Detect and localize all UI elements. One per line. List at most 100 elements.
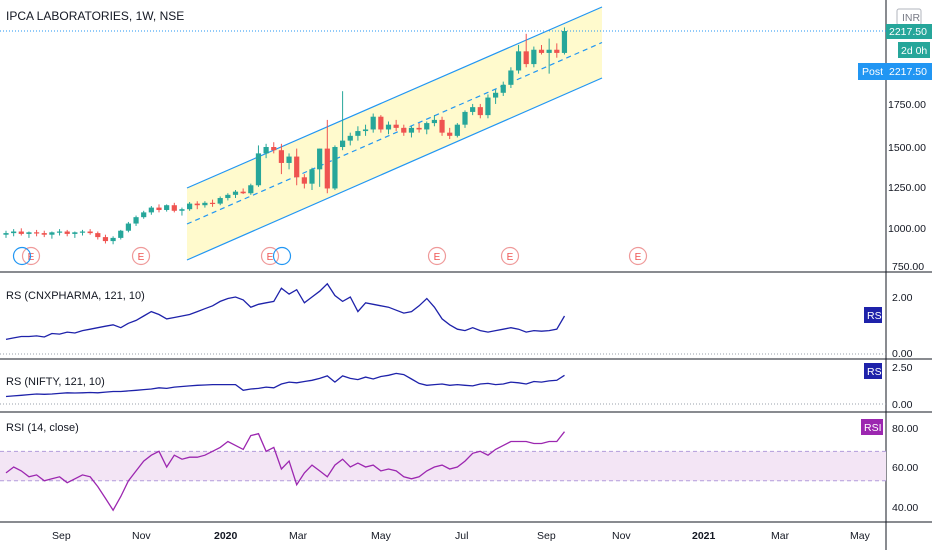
candle-body xyxy=(546,49,552,53)
candle-body xyxy=(11,231,17,234)
rs-pharma-line[interactable] xyxy=(5,282,566,341)
candle-body xyxy=(523,51,529,65)
price-tick: 1500.00 xyxy=(888,142,926,154)
rs-pharma-tick: 2.00 xyxy=(892,292,913,304)
candle-body xyxy=(18,231,24,234)
candle-body xyxy=(485,97,491,116)
earnings-marker[interactable] xyxy=(628,246,648,266)
candle-body xyxy=(554,49,560,53)
candle-body xyxy=(531,49,537,65)
candle-body xyxy=(378,116,384,130)
rs-pharma-label[interactable]: RS (CNXPHARMA, 121, 10) xyxy=(6,290,145,302)
rs-nifty-badge-text: RS xyxy=(867,366,882,378)
candle-body xyxy=(56,231,63,233)
rsi-line[interactable] xyxy=(5,431,566,512)
earnings-marker[interactable] xyxy=(500,246,520,266)
countdown-badge xyxy=(898,42,930,58)
candle-body xyxy=(477,107,483,116)
dividend-marker[interactable] xyxy=(272,246,292,266)
candle-body xyxy=(401,127,407,133)
earnings-marker-label: E xyxy=(434,252,441,263)
candle-body xyxy=(324,148,330,189)
earnings-marker[interactable] xyxy=(427,246,447,266)
time-tick: Sep xyxy=(537,530,556,542)
candle-body xyxy=(240,191,246,194)
candle-body xyxy=(110,237,116,242)
rsi-tick: 80.00 xyxy=(892,423,918,435)
dividend-marker[interactable] xyxy=(12,246,32,266)
time-tick: May xyxy=(371,530,392,542)
candles-group xyxy=(3,27,568,245)
candle-body xyxy=(370,116,376,130)
candle-body xyxy=(41,233,47,235)
rs-pharma-badge xyxy=(864,307,882,323)
earnings-marker-label: E xyxy=(267,252,274,263)
candle-body xyxy=(194,203,200,206)
candle-body xyxy=(102,237,109,242)
candle-body xyxy=(431,119,437,124)
candle-body xyxy=(493,92,499,98)
time-tick: Sep xyxy=(52,530,71,542)
candle-body xyxy=(538,49,545,53)
candle-body xyxy=(3,233,9,235)
rsi-tick: 60.00 xyxy=(892,462,918,474)
candle-body xyxy=(209,202,216,205)
candle-body xyxy=(470,107,476,112)
channel-mid-line[interactable] xyxy=(186,41,603,225)
candle-body xyxy=(263,147,269,154)
candle-body xyxy=(317,148,323,170)
candle-body xyxy=(408,127,415,133)
countdown-text: 2d 0h xyxy=(901,45,927,57)
candle-body xyxy=(500,84,506,93)
chart-title: IPCA LABORATORIES, 1W, NSE xyxy=(6,9,184,23)
candle-body xyxy=(95,233,101,238)
time-tick: Nov xyxy=(132,530,151,542)
price-tick: 750.00 xyxy=(892,261,924,273)
rs-pharma-axis[interactable]: 2.00 0.00 xyxy=(892,292,913,360)
candle-body xyxy=(462,111,468,125)
time-tick: 2020 xyxy=(214,530,238,542)
rs-nifty-badge xyxy=(864,363,882,379)
candle-body xyxy=(248,185,254,194)
rsi-axis[interactable]: 80.00 60.00 40.00 xyxy=(892,423,918,514)
price-tick: 1000.00 xyxy=(888,223,926,235)
candle-body xyxy=(26,232,32,234)
candle-body xyxy=(232,191,239,195)
candle-body xyxy=(255,153,262,186)
last-price-badge xyxy=(886,24,932,39)
candle-body xyxy=(79,231,86,233)
candle-body xyxy=(340,140,346,148)
candle-body xyxy=(171,205,177,211)
last-price-text: 2217.50 xyxy=(889,26,927,38)
candle-body xyxy=(561,31,568,53)
channel-lower-line[interactable] xyxy=(186,77,603,261)
candle-body xyxy=(454,124,460,136)
earnings-marker[interactable] xyxy=(131,246,151,266)
candle-body xyxy=(393,124,399,128)
post-label-badge xyxy=(858,63,886,80)
time-axis[interactable]: Sep Nov 2020 Mar May Jul Sep Nov 2021 Ma… xyxy=(52,530,871,542)
rs-nifty-tick: 0.00 xyxy=(892,399,913,411)
rs-nifty-axis[interactable]: 2.50 0.00 xyxy=(892,362,913,411)
price-tick: 1250.00 xyxy=(888,182,926,194)
rsi-label[interactable]: RSI (14, close) xyxy=(6,422,79,434)
rs-nifty-label[interactable]: RS (NIFTY, 121, 10) xyxy=(6,376,105,388)
candle-body xyxy=(217,198,223,204)
candle-body xyxy=(225,194,231,199)
post-label-text: Post xyxy=(862,66,883,78)
candle-body xyxy=(515,51,522,71)
post-price-text: 2217.50 xyxy=(889,66,927,78)
candle-body xyxy=(271,147,277,151)
candle-body xyxy=(416,127,422,130)
rs-pharma-badge-text: RS xyxy=(867,310,882,322)
candle-body xyxy=(355,131,361,136)
price-tick: 1750.00 xyxy=(888,99,926,111)
rs-nifty-line[interactable] xyxy=(5,372,565,398)
candle-body xyxy=(508,70,514,85)
price-axis[interactable]: 1750.00 1500.00 1250.00 1000.00 750.00 xyxy=(888,99,926,273)
candle-body xyxy=(301,177,307,184)
earnings-marker-label: E xyxy=(138,252,145,263)
rs-nifty-tick: 2.50 xyxy=(892,362,913,374)
